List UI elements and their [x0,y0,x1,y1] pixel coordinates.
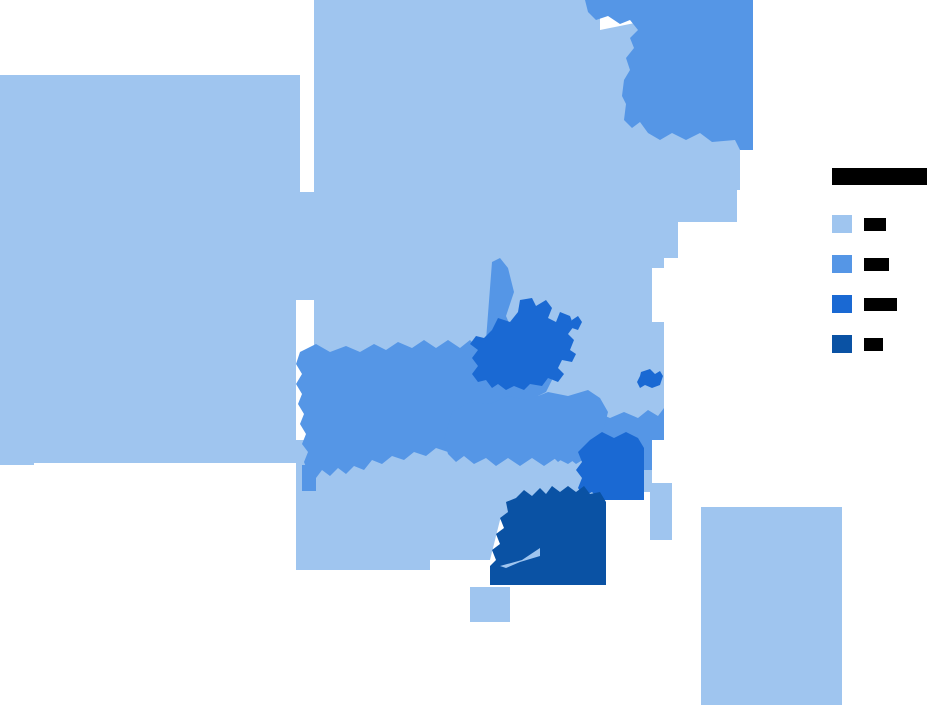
legend-swatch-bin-3 [832,295,852,313]
region-small-square-south[interactable] [470,587,510,622]
region-capital[interactable] [490,486,606,585]
legend-item-1[interactable] [832,215,927,233]
legend-label-redaction-bar-3 [864,297,897,311]
region-core[interactable] [470,298,576,390]
legend-swatch-bin-4 [832,335,852,353]
region-northeast[interactable] [585,0,753,150]
region-east-enclave[interactable] [637,369,663,388]
region-core-spur[interactable] [572,316,582,330]
legend-item-3[interactable] [832,295,927,313]
legend-label-redaction-bar-2 [864,257,889,271]
region-capital-edge[interactable] [508,570,604,584]
legend-swatch-bin-2 [832,255,852,273]
region-central-light[interactable] [296,440,602,570]
region-northwest-block[interactable] [0,75,314,465]
legend-title-redaction-bar [832,168,927,185]
region-group-bin-4[interactable] [490,486,606,585]
region-southeast-inset-inner[interactable] [703,539,832,703]
region-inset-fragment-b[interactable] [829,538,834,546]
region-capital-notch[interactable] [500,548,540,568]
region-central-band[interactable] [444,390,608,466]
region-inset-fragment-a[interactable] [833,516,837,528]
legend-swatch-bin-1 [832,215,852,233]
legend-label-redaction-bar-4 [864,337,883,351]
region-east-strip[interactable] [650,483,672,540]
legend-item-4[interactable] [832,335,927,353]
legend-item-2[interactable] [832,255,927,273]
legend-label-redaction-bar-1 [864,217,886,231]
legend [832,168,927,375]
region-group-bin-3[interactable] [470,298,663,500]
region-west-sliver[interactable] [302,465,316,491]
region-east[interactable] [576,432,644,500]
